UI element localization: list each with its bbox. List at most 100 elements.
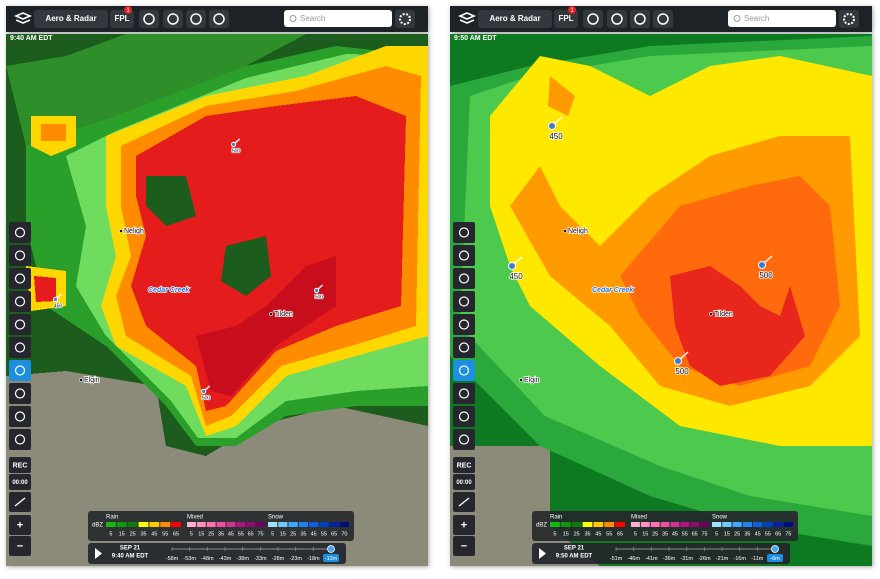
sidebar-button[interactable]: [9, 474, 31, 490]
search-icon: [289, 15, 297, 22]
legend-swatch: [196, 522, 206, 527]
sidebar-button[interactable]: [9, 268, 31, 289]
sidebar-button[interactable]: [453, 245, 475, 266]
sidebar-button[interactable]: [9, 360, 31, 381]
wind-station: [508, 262, 516, 270]
legend-value: 55: [765, 531, 771, 537]
settings-button[interactable]: [395, 10, 415, 28]
favorites-button[interactable]: [653, 10, 673, 28]
search-field[interactable]: [728, 10, 836, 27]
place-dot: [269, 312, 273, 316]
radar-map: [450, 34, 872, 566]
timer-button[interactable]: [186, 10, 206, 28]
sidebar-button[interactable]: [453, 337, 475, 358]
timer-button[interactable]: [630, 10, 650, 28]
sidebar-button[interactable]: [9, 337, 31, 358]
sidebar-button[interactable]: [453, 429, 475, 450]
legend-swatch: [615, 522, 625, 527]
fpl-button[interactable]: [554, 10, 578, 28]
legend-swatch: [604, 522, 615, 527]
layer-button[interactable]: [478, 10, 552, 28]
fpl-button[interactable]: [110, 10, 134, 28]
timeline-tick-label: -16m: [733, 556, 746, 562]
place-label: Elgin: [524, 377, 540, 384]
zoom-label: +: [461, 519, 467, 531]
play-button[interactable]: [95, 548, 102, 559]
legend-value: 45: [151, 531, 157, 537]
sidebar-icon: [14, 434, 26, 445]
legend-value: 35: [140, 531, 146, 537]
legend-swatch: [236, 522, 246, 527]
legend-swatch: [742, 522, 752, 527]
layers-icon[interactable]: [457, 12, 477, 24]
sidebar-button[interactable]: [453, 222, 475, 243]
legend-swatch: [690, 522, 700, 527]
sidebar-icon: [458, 227, 470, 238]
sidebar-button[interactable]: [9, 406, 31, 427]
sidebar-button[interactable]: [453, 474, 475, 490]
legend-value: 15: [198, 531, 204, 537]
fpl-label: FPL: [558, 14, 573, 23]
wind-station: [674, 357, 682, 365]
legend-value: 45: [672, 531, 678, 537]
legend-value: 5: [109, 531, 112, 537]
search-field[interactable]: [284, 10, 392, 27]
place-dot: [519, 378, 523, 382]
legend-value: 35: [218, 531, 224, 537]
sidebar-button[interactable]: [453, 457, 475, 473]
sidebar-icon: [458, 434, 470, 445]
procedures-button[interactable]: [607, 10, 627, 28]
timeline-thumb[interactable]: [771, 545, 779, 553]
radar-area: [34, 276, 56, 302]
sidebar-button[interactable]: [9, 314, 31, 335]
zoom-label: +: [17, 519, 23, 531]
timeline-thumb[interactable]: [327, 545, 335, 553]
sidebar-button[interactable]: [453, 383, 475, 404]
timeline-tick-label: -11m: [751, 556, 764, 562]
sidebar-button[interactable]: [9, 245, 31, 266]
sidebar-button[interactable]: [453, 406, 475, 427]
radar-area: [131, 96, 406, 411]
sidebar-button[interactable]: [9, 291, 31, 312]
play-button[interactable]: [539, 548, 546, 559]
legend-value: 35: [744, 531, 750, 537]
legend-swatch: [256, 522, 265, 527]
zoom-button[interactable]: [453, 515, 475, 535]
legend-value: 75: [258, 531, 264, 537]
favorites-button[interactable]: [209, 10, 229, 28]
sidebar-button[interactable]: [9, 383, 31, 404]
layer-name: Aero & Radar: [45, 14, 96, 23]
wind-station: [231, 141, 237, 147]
procedures-icon: [611, 13, 623, 25]
legend-value: 65: [775, 531, 781, 537]
zoom-button[interactable]: [9, 536, 31, 556]
legend-swatch: [216, 522, 226, 527]
sidebar-icon: [14, 388, 26, 399]
timeline-tick-label: -31m: [680, 556, 693, 562]
legend-unit: dBZ: [92, 523, 103, 529]
gear-button[interactable]: [583, 10, 603, 28]
layer-button[interactable]: [34, 10, 108, 28]
layers-icon[interactable]: [13, 12, 33, 24]
radar-timestamp: 9:40 AM EDT: [10, 35, 53, 42]
sidebar-button[interactable]: [453, 291, 475, 312]
zoom-button[interactable]: [9, 515, 31, 535]
sidebar-button[interactable]: [453, 360, 475, 381]
procedures-button[interactable]: [163, 10, 183, 28]
place-label: Tilden: [714, 311, 733, 318]
sidebar-button[interactable]: [453, 268, 475, 289]
gear-button[interactable]: [139, 10, 159, 28]
sidebar-button[interactable]: [9, 222, 31, 243]
sidebar-button[interactable]: [453, 314, 475, 335]
legend-swatch: [319, 522, 329, 527]
altitude-label: 500: [315, 294, 324, 300]
wind-station: [53, 296, 59, 302]
zoom-button[interactable]: [453, 536, 475, 556]
legend-swatch: [116, 522, 127, 527]
sidebar-button[interactable]: [9, 429, 31, 450]
legend-swatch: [783, 522, 793, 527]
settings-button[interactable]: [839, 10, 859, 28]
wind-station: [758, 261, 766, 269]
sidebar-button[interactable]: [9, 457, 31, 473]
